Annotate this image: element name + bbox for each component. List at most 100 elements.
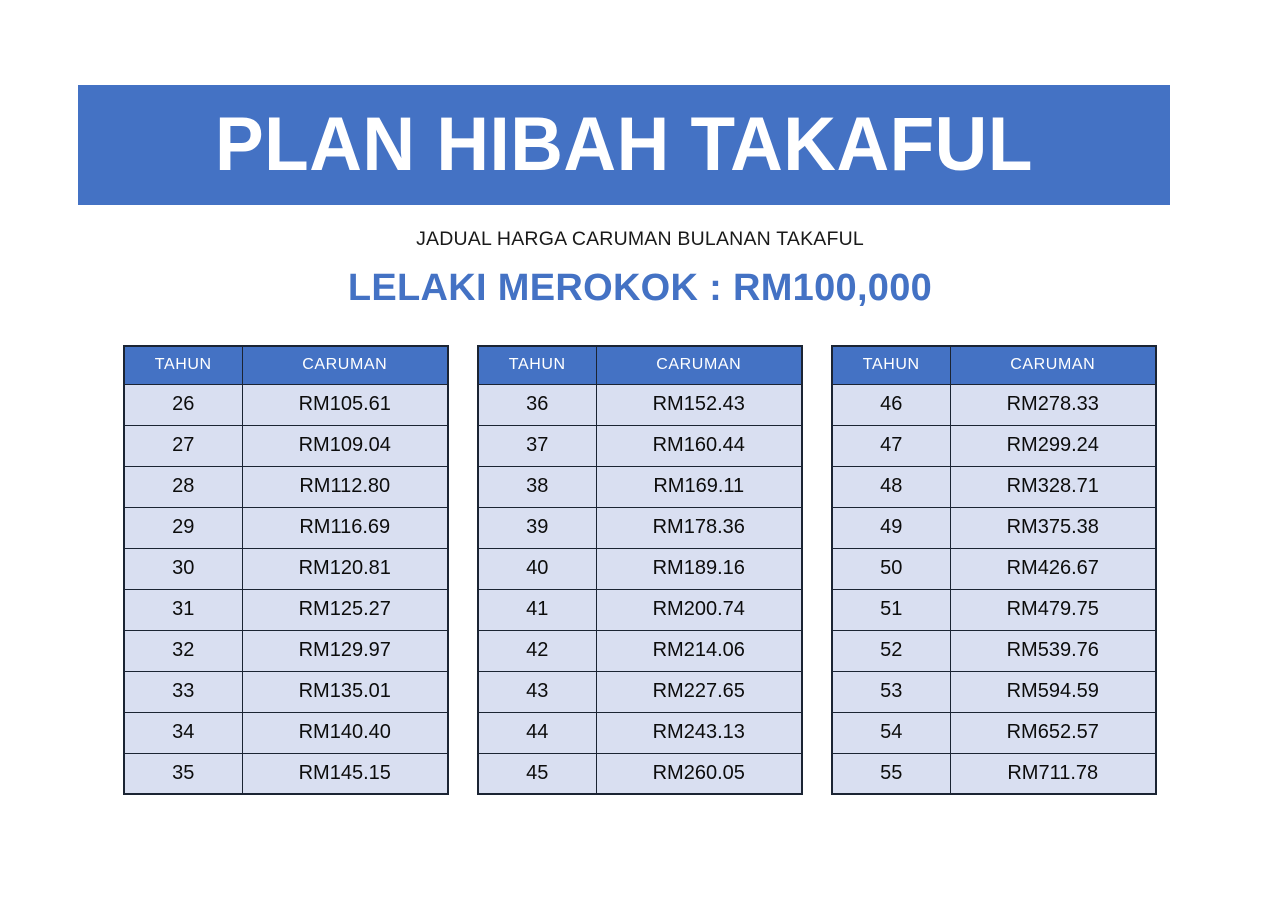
cell-tahun: 40 — [477, 547, 597, 590]
cell-tahun: 55 — [831, 752, 951, 795]
cell-tahun: 44 — [477, 711, 597, 754]
table-row: 53 RM594.59 — [831, 670, 1157, 713]
cell-tahun: 51 — [831, 588, 951, 631]
table-row: 47 RM299.24 — [831, 424, 1157, 467]
cell-tahun: 26 — [123, 383, 243, 426]
cell-tahun: 48 — [831, 465, 951, 508]
table-row: 33 RM135.01 — [123, 670, 449, 713]
cell-caruman: RM227.65 — [595, 670, 803, 713]
table-row: 32 RM129.97 — [123, 629, 449, 672]
column-header-caruman: CARUMAN — [241, 345, 449, 385]
column-header-tahun: TAHUN — [477, 345, 597, 385]
cell-tahun: 32 — [123, 629, 243, 672]
table-row: 36 RM152.43 — [477, 383, 803, 426]
cell-tahun: 37 — [477, 424, 597, 467]
table-row: 31 RM125.27 — [123, 588, 449, 631]
column-header-caruman: CARUMAN — [595, 345, 803, 385]
cell-caruman: RM243.13 — [595, 711, 803, 754]
cell-caruman: RM145.15 — [241, 752, 449, 795]
premium-table-1: TAHUN CARUMAN 26 RM105.61 27 RM109.04 28 RM11… — [123, 345, 449, 795]
table-row: 55 RM711.78 — [831, 752, 1157, 795]
cell-tahun: 53 — [831, 670, 951, 713]
cell-tahun: 43 — [477, 670, 597, 713]
table-row: 34 RM140.40 — [123, 711, 449, 754]
premium-table-2: TAHUN CARUMAN 36 RM152.43 37 RM160.44 38 RM16… — [477, 345, 803, 795]
cell-caruman: RM169.11 — [595, 465, 803, 508]
table-row: 52 RM539.76 — [831, 629, 1157, 672]
subtitle-primary: JADUAL HARGA CARUMAN BULANAN TAKAFUL — [416, 228, 864, 250]
table-row: 46 RM278.33 — [831, 383, 1157, 426]
table-row: 41 RM200.74 — [477, 588, 803, 631]
cell-caruman: RM112.80 — [241, 465, 449, 508]
cell-caruman: RM652.57 — [949, 711, 1157, 754]
table-body-2: 36 RM152.43 37 RM160.44 38 RM169.11 39 RM178.36… — [477, 383, 803, 795]
table-row: 37 RM160.44 — [477, 424, 803, 467]
cell-caruman: RM109.04 — [241, 424, 449, 467]
cell-tahun: 52 — [831, 629, 951, 672]
cell-tahun: 42 — [477, 629, 597, 672]
cell-tahun: 29 — [123, 506, 243, 549]
cell-tahun: 46 — [831, 383, 951, 426]
subtitle-group: JADUAL HARGA CARUMAN BULANAN TAKAFUL LEL… — [0, 228, 1280, 312]
table-row: 51 RM479.75 — [831, 588, 1157, 631]
cell-caruman: RM135.01 — [241, 670, 449, 713]
cell-caruman: RM152.43 — [595, 383, 803, 426]
table-body-1: 26 RM105.61 27 RM109.04 28 RM112.80 29 RM116.69… — [123, 383, 449, 795]
table-body-3: 46 RM278.33 47 RM299.24 48 RM328.71 49 RM375.38… — [831, 383, 1157, 795]
cell-tahun: 27 — [123, 424, 243, 467]
table-header-row: TAHUN CARUMAN — [831, 345, 1157, 385]
table-row: 48 RM328.71 — [831, 465, 1157, 508]
cell-tahun: 50 — [831, 547, 951, 590]
cell-tahun: 54 — [831, 711, 951, 754]
table-row: 28 RM112.80 — [123, 465, 449, 508]
cell-caruman: RM375.38 — [949, 506, 1157, 549]
table-row: 49 RM375.38 — [831, 506, 1157, 549]
cell-caruman: RM278.33 — [949, 383, 1157, 426]
cell-caruman: RM711.78 — [949, 752, 1157, 795]
cell-tahun: 33 — [123, 670, 243, 713]
cell-tahun: 35 — [123, 752, 243, 795]
table-row: 27 RM109.04 — [123, 424, 449, 467]
table-row: 26 RM105.61 — [123, 383, 449, 426]
cell-tahun: 28 — [123, 465, 243, 508]
table-row: 35 RM145.15 — [123, 752, 449, 795]
page-title: PLAN HIBAH TAKAFUL — [215, 102, 1033, 187]
table-row: 29 RM116.69 — [123, 506, 449, 549]
column-header-caruman: CARUMAN — [949, 345, 1157, 385]
cell-caruman: RM140.40 — [241, 711, 449, 754]
table-row: 50 RM426.67 — [831, 547, 1157, 590]
cell-tahun: 34 — [123, 711, 243, 754]
table-row: 45 RM260.05 — [477, 752, 803, 795]
table-header-row: TAHUN CARUMAN — [477, 345, 803, 385]
cell-caruman: RM594.59 — [949, 670, 1157, 713]
cell-caruman: RM200.74 — [595, 588, 803, 631]
cell-caruman: RM120.81 — [241, 547, 449, 590]
table-header-row: TAHUN CARUMAN — [123, 345, 449, 385]
premium-table-3: TAHUN CARUMAN 46 RM278.33 47 RM299.24 48 RM32… — [831, 345, 1157, 795]
cell-caruman: RM160.44 — [595, 424, 803, 467]
subtitle-secondary: LELAKI MEROKOK : RM100,000 — [347, 267, 933, 310]
cell-caruman: RM299.24 — [949, 424, 1157, 467]
cell-tahun: 38 — [477, 465, 597, 508]
column-header-tahun: TAHUN — [123, 345, 243, 385]
cell-tahun: 47 — [831, 424, 951, 467]
premium-tables-container: TAHUN CARUMAN 26 RM105.61 27 RM109.04 28 RM11… — [0, 345, 1280, 795]
cell-tahun: 49 — [831, 506, 951, 549]
cell-caruman: RM426.67 — [949, 547, 1157, 590]
cell-caruman: RM539.76 — [949, 629, 1157, 672]
cell-tahun: 41 — [477, 588, 597, 631]
cell-caruman: RM105.61 — [241, 383, 449, 426]
cell-caruman: RM189.16 — [595, 547, 803, 590]
cell-tahun: 30 — [123, 547, 243, 590]
cell-caruman: RM129.97 — [241, 629, 449, 672]
cell-caruman: RM116.69 — [241, 506, 449, 549]
column-header-tahun: TAHUN — [831, 345, 951, 385]
table-row: 39 RM178.36 — [477, 506, 803, 549]
cell-tahun: 36 — [477, 383, 597, 426]
table-row: 40 RM189.16 — [477, 547, 803, 590]
table-row: 43 RM227.65 — [477, 670, 803, 713]
cell-caruman: RM214.06 — [595, 629, 803, 672]
cell-tahun: 39 — [477, 506, 597, 549]
cell-caruman: RM125.27 — [241, 588, 449, 631]
cell-caruman: RM328.71 — [949, 465, 1157, 508]
